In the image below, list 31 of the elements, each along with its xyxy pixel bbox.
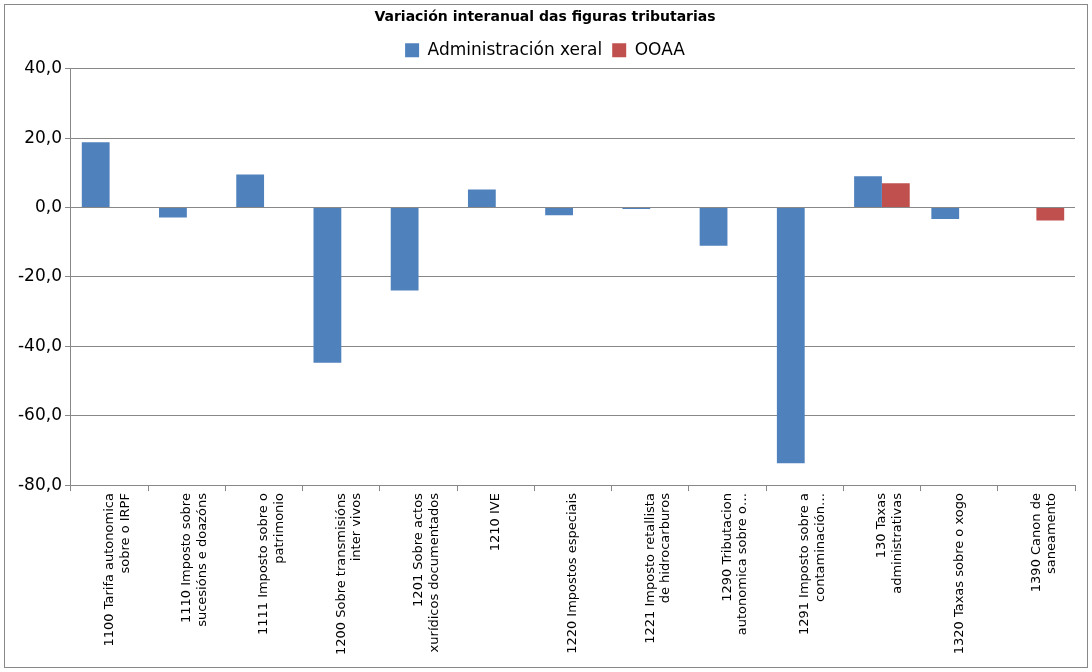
bar [313,208,342,363]
x-tick-label: 1210 IVE [487,493,503,552]
y-tick-label: -60,0 [17,404,62,425]
bar [931,208,960,220]
x-tick-label: 1221 Imposto retallista de hidrocarburos [641,492,673,644]
legend-label: Administración xeral [427,38,603,59]
y-tick-label: 0,0 [34,195,62,216]
bar [881,183,910,208]
bar [545,208,573,216]
y-tick-label: 40,0 [24,57,62,78]
x-tick-label: 1290 Tributacion autonomica sobre o… [718,493,750,636]
x-tick-label: 1100 Tarifa autonomica sobre o IRPF [100,493,132,647]
x-tick-label: 1220 Impostos especiais [564,492,580,654]
y-tick-label: -40,0 [17,334,62,355]
y-tick-label: -80,0 [17,473,62,494]
bar [854,176,882,208]
bar [1036,208,1065,221]
bar [467,189,496,208]
bar [699,208,728,246]
x-tick-label: 1291 Imposto sobre a contaminación… [796,493,827,636]
bar [81,142,110,208]
x-tick-label: 1390 Canon de saneamento [1027,493,1059,593]
bar [390,208,419,291]
chart-title: Variación interanual das figuras tributarias [374,8,716,25]
y-tick-label: -20,0 [17,265,62,286]
y-tick-label: 20,0 [24,126,62,147]
bar [159,208,187,218]
bar [776,208,805,464]
legend-label: OOAA [634,38,686,59]
x-tick-label: 1320 Taxas sobre o xogo [950,493,966,655]
bar [236,174,265,208]
